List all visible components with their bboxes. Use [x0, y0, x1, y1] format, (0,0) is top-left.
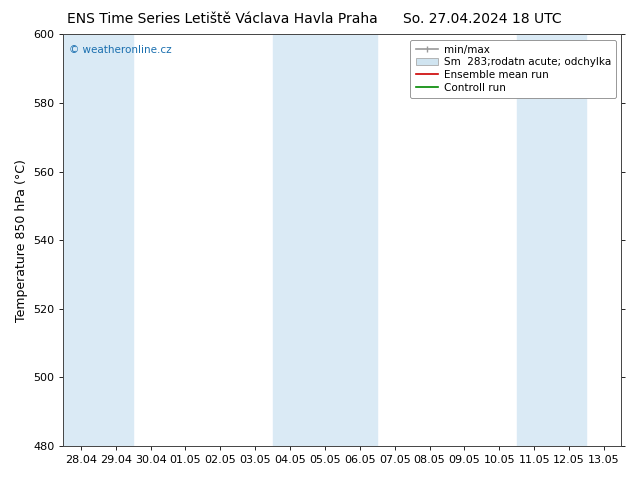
Bar: [517, 34, 586, 446]
Y-axis label: Temperature 850 hPa (°C): Temperature 850 hPa (°C): [15, 159, 27, 321]
Text: © weatheronline.cz: © weatheronline.cz: [69, 45, 172, 54]
Legend: min/max, Sm  283;rodatn acute; odchylka, Ensemble mean run, Controll run: min/max, Sm 283;rodatn acute; odchylka, …: [410, 40, 616, 98]
Bar: [273, 34, 377, 446]
Bar: [63, 34, 133, 446]
Text: ENS Time Series Letiště Václava Havla Praha: ENS Time Series Letiště Václava Havla Pr…: [67, 12, 377, 26]
Text: So. 27.04.2024 18 UTC: So. 27.04.2024 18 UTC: [403, 12, 561, 26]
